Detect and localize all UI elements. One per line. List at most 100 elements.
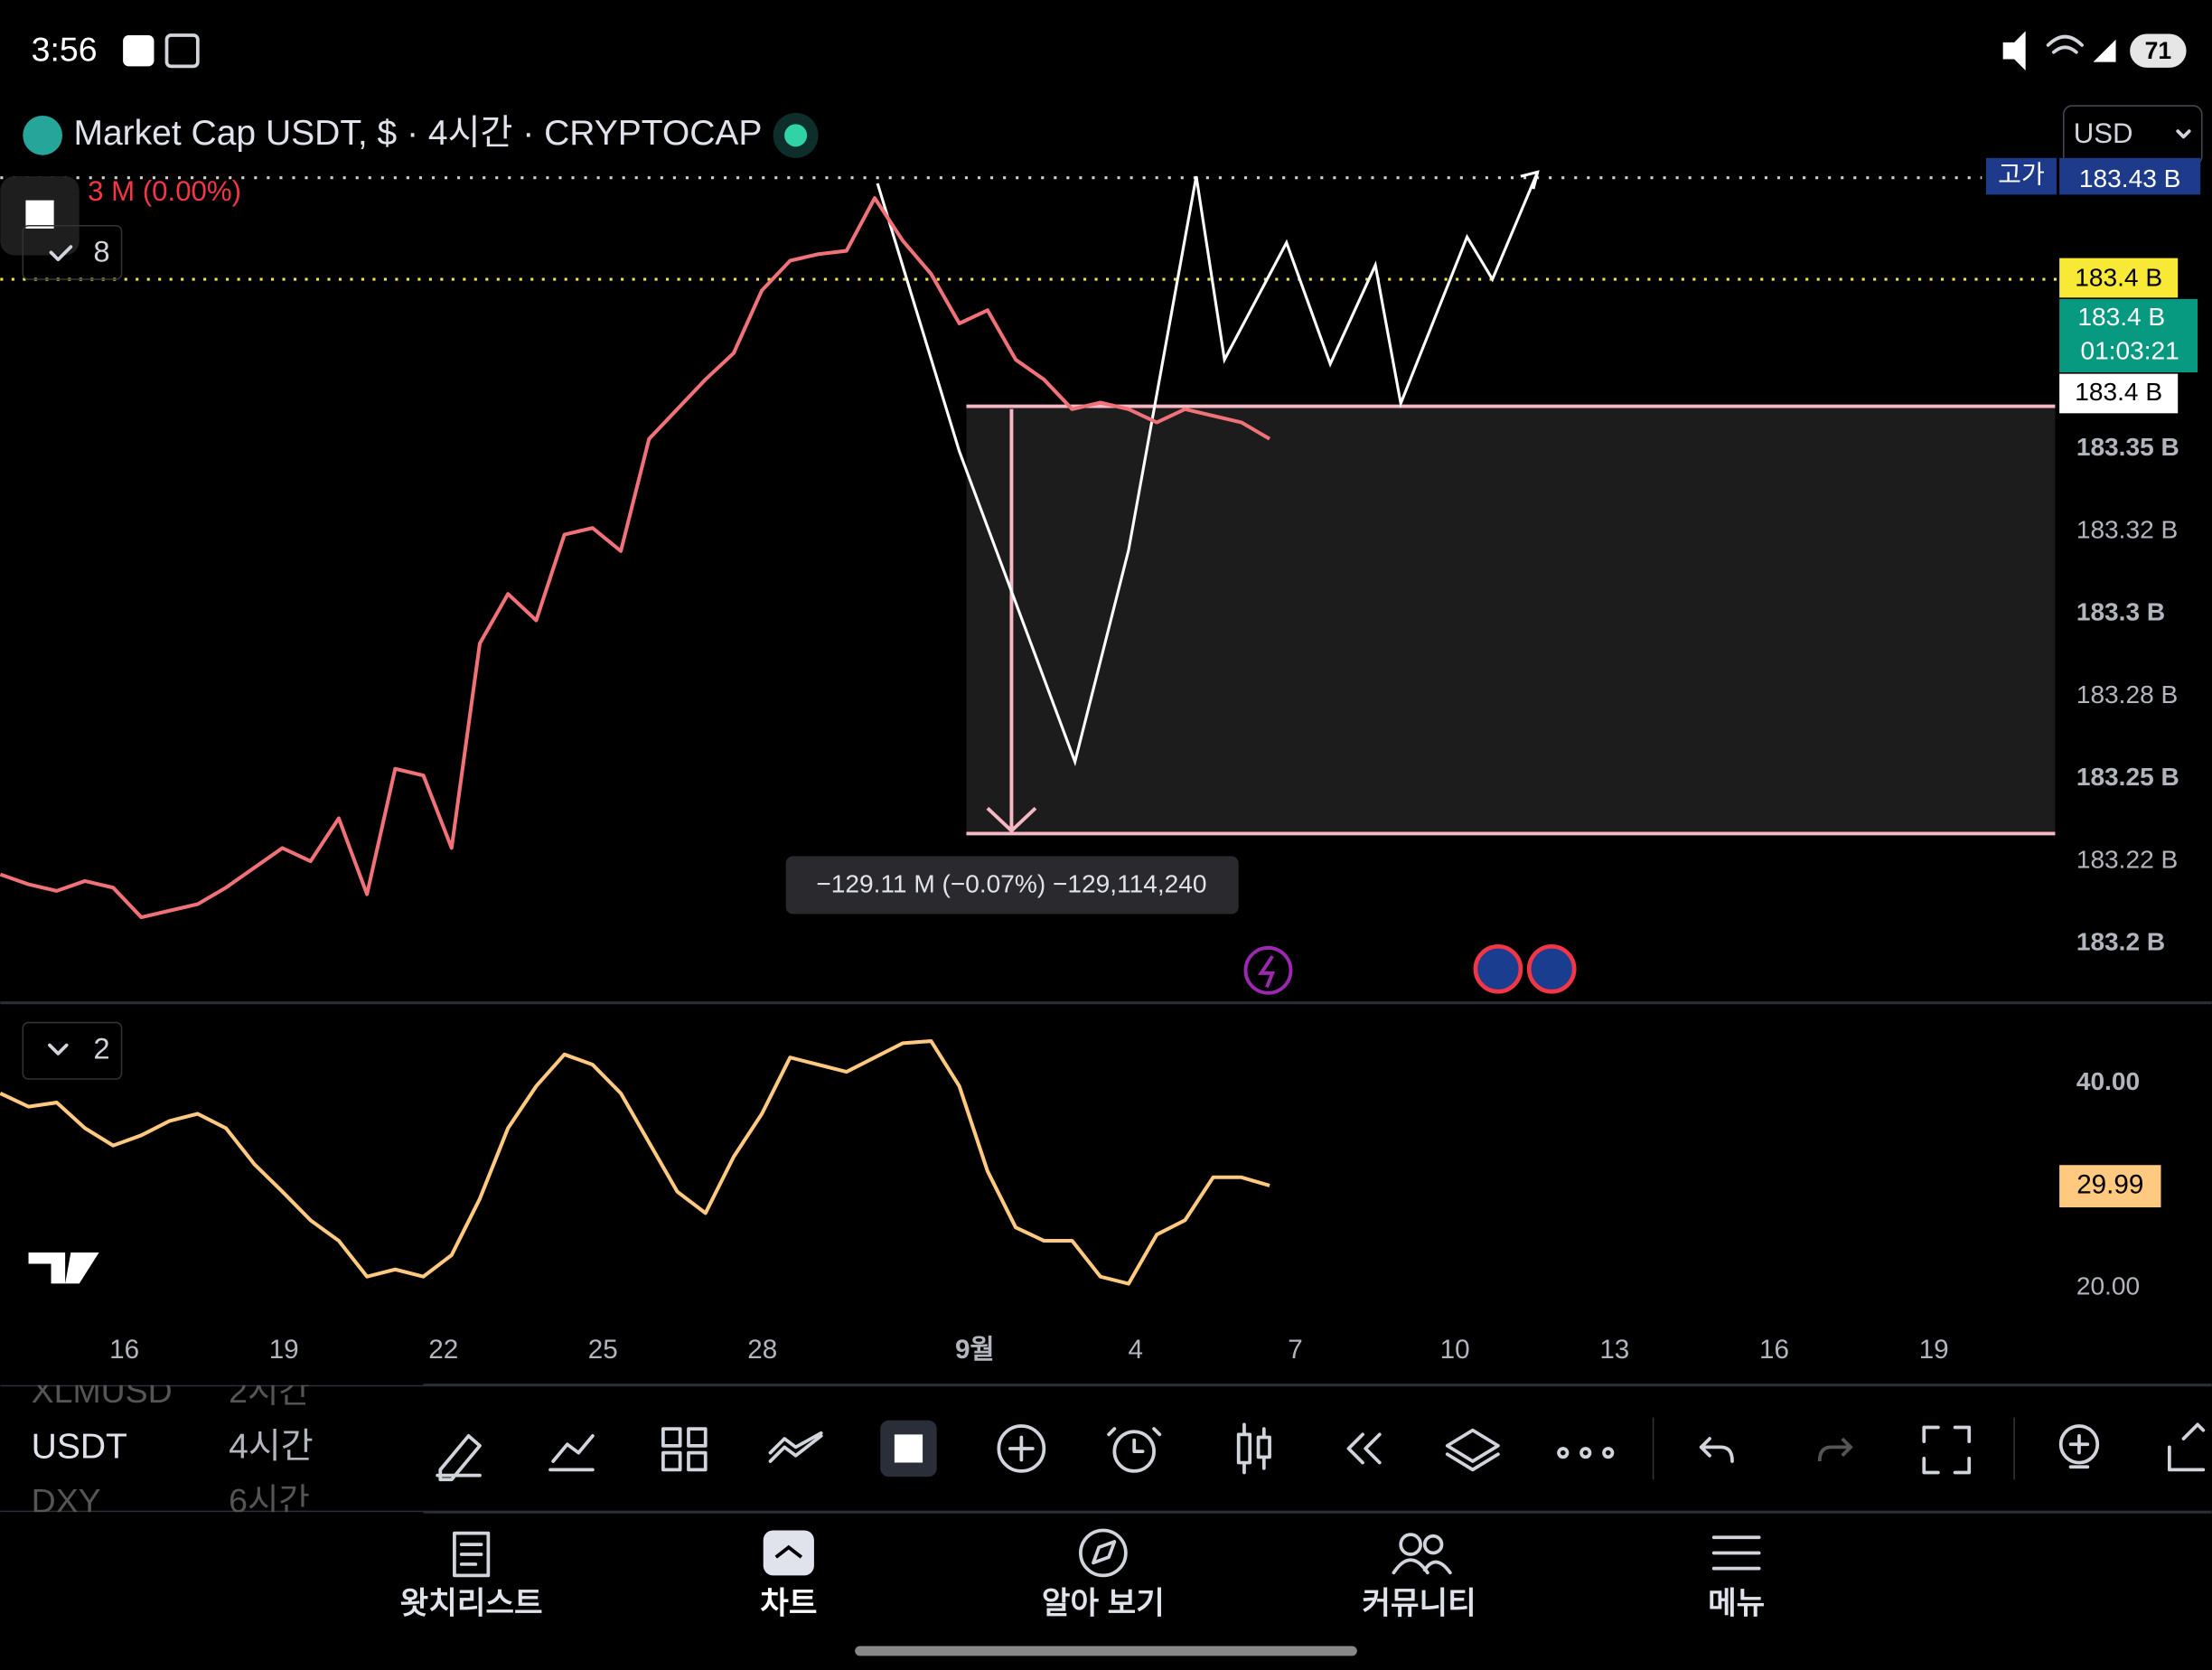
dynamic: 183.2 B 183.22 B 183.25 B 183.28 B 183.3 B 18…	[0, 196, 2179, 1365]
projection-arrow	[1520, 170, 1540, 190]
last-value: 29.99	[2076, 1169, 2143, 1199]
x-tick-label: 9월	[955, 1335, 995, 1365]
projection-path	[876, 171, 1540, 767]
measure-arrow	[986, 408, 1037, 833]
tool-undo[interactable]	[1699, 1437, 1734, 1463]
indicator-toggle[interactable]	[22, 224, 123, 280]
mute-icon	[2002, 31, 2026, 71]
toolbar	[436, 1417, 2206, 1482]
status-icon	[123, 35, 155, 67]
tool-layers[interactable]	[1445, 1428, 1500, 1472]
economic-event[interactable]	[1473, 943, 1523, 994]
symbol-title[interactable]: Market Cap USDT, $ · 4시간 · CRYPTOCAP	[73, 114, 762, 153]
chevron	[2176, 129, 2191, 139]
y-tick-label: 183.2 B	[2076, 928, 2165, 956]
x-tick-label: 19	[1919, 1335, 1949, 1365]
y-tick-label: 40.00	[2076, 1067, 2140, 1095]
price-tag-yellow	[2059, 258, 2179, 298]
bottom-nav: 왓치리스트 차트 알아 보기 커뮤니티 메뉴	[400, 1528, 1765, 1656]
people	[1392, 1558, 1452, 1575]
last-price: 183.4 B	[2077, 303, 2165, 331]
nav-item[interactable]: 왓치리스트	[400, 1586, 543, 1620]
y-tick-label: 20.00	[2076, 1272, 2140, 1300]
chevron	[48, 1043, 69, 1055]
tool-brush[interactable]	[436, 1434, 482, 1482]
market-status-dot	[784, 124, 808, 147]
nav-icon-active	[763, 1530, 814, 1576]
tool-active-icon	[894, 1434, 923, 1463]
x-tick-label: 4	[1129, 1335, 1144, 1365]
tool-more[interactable]	[1557, 1447, 1615, 1459]
wifi-icon	[2046, 34, 2084, 54]
tool-fullscreen[interactable]	[1922, 1425, 1972, 1475]
x-tick-label: 22	[428, 1335, 458, 1365]
last-value-tag	[2059, 1165, 2161, 1208]
status-icon	[164, 33, 200, 69]
tool-redo[interactable]	[1817, 1437, 1853, 1462]
signal-icon	[2093, 39, 2116, 62]
battery-level: 71	[2145, 37, 2172, 64]
alarm	[1107, 1427, 1162, 1453]
tool-share[interactable]	[2167, 1422, 2206, 1472]
tool-candles[interactable]	[1236, 1422, 1271, 1475]
nav-item[interactable]: 차트	[760, 1586, 817, 1620]
interval: 4시간	[229, 1427, 313, 1466]
event-icon[interactable]	[1243, 945, 1293, 995]
symbol[interactable]: USDT	[32, 1427, 127, 1466]
event-icon-glyph	[1258, 955, 1276, 989]
high-tag	[1985, 157, 2057, 195]
high-price: 183.43 B	[2079, 164, 2180, 192]
tool-indicators[interactable]	[548, 1434, 595, 1472]
price-tag: 183.4 B	[2075, 263, 2162, 291]
nav-icon-glyph	[774, 1544, 803, 1559]
tool-add[interactable]	[997, 1424, 1046, 1473]
tool-layout[interactable]	[661, 1427, 708, 1472]
x-tick-label: 19	[269, 1335, 299, 1365]
series-line	[0, 1039, 1270, 1286]
last-price-tag	[2059, 298, 2198, 373]
measure-box	[966, 406, 2056, 834]
economic-event[interactable]	[1526, 943, 1577, 994]
currency[interactable]: USD	[2074, 117, 2133, 149]
nav-icon	[453, 1531, 491, 1578]
x-tick-label: 7	[1288, 1335, 1303, 1365]
plus	[1008, 1435, 1035, 1462]
tool-alert[interactable]	[1112, 1430, 1156, 1473]
drawing-tool-icon	[25, 200, 54, 229]
nav-icon	[1711, 1535, 1761, 1571]
series-line	[0, 196, 1271, 920]
nav-item[interactable]: 커뮤니티	[1362, 1586, 1476, 1620]
tv-logo	[28, 1252, 99, 1284]
battery	[2130, 33, 2187, 68]
indicator-count: 2	[93, 1031, 109, 1065]
countdown: 01:03:21	[2081, 337, 2179, 365]
tool-compare[interactable]	[768, 1431, 823, 1463]
indicator-toggle[interactable]	[22, 1021, 123, 1080]
nav-icon	[1422, 1534, 1444, 1555]
high-price-tag	[2059, 157, 2201, 195]
symbol-list: XLMUSD 2시간 USDT 4시간 DXY 6시간	[0, 1372, 424, 1521]
bulb	[2068, 1434, 2090, 1469]
price-tag-white	[2059, 373, 2179, 414]
x-tick-label: 13	[1599, 1335, 1629, 1365]
nav-icon	[1399, 1533, 1422, 1556]
change-text: 3 M (0.00%)	[88, 175, 241, 207]
mask	[0, 1512, 424, 1521]
indicator-count: 8	[93, 235, 109, 268]
nav-icon	[1079, 1528, 1128, 1578]
check	[49, 245, 73, 262]
nav-item[interactable]: 메뉴	[1708, 1586, 1765, 1620]
y-tick-label: 183.25 B	[2076, 763, 2179, 791]
nav-item[interactable]: 알아 보기	[1042, 1586, 1165, 1620]
clock: 3:56	[32, 31, 98, 69]
x-tick-label: 10	[1440, 1335, 1470, 1365]
high-label: 고가	[1998, 161, 2045, 189]
tool-replay[interactable]	[1346, 1432, 1382, 1465]
tool-ideas[interactable]	[2058, 1424, 2100, 1465]
measure-label-box	[785, 856, 1239, 915]
x-tick-label: 28	[747, 1335, 777, 1365]
y-tick-label: 183.22 B	[2076, 845, 2178, 873]
y-tick-label: 183.32 B	[2076, 515, 2178, 543]
